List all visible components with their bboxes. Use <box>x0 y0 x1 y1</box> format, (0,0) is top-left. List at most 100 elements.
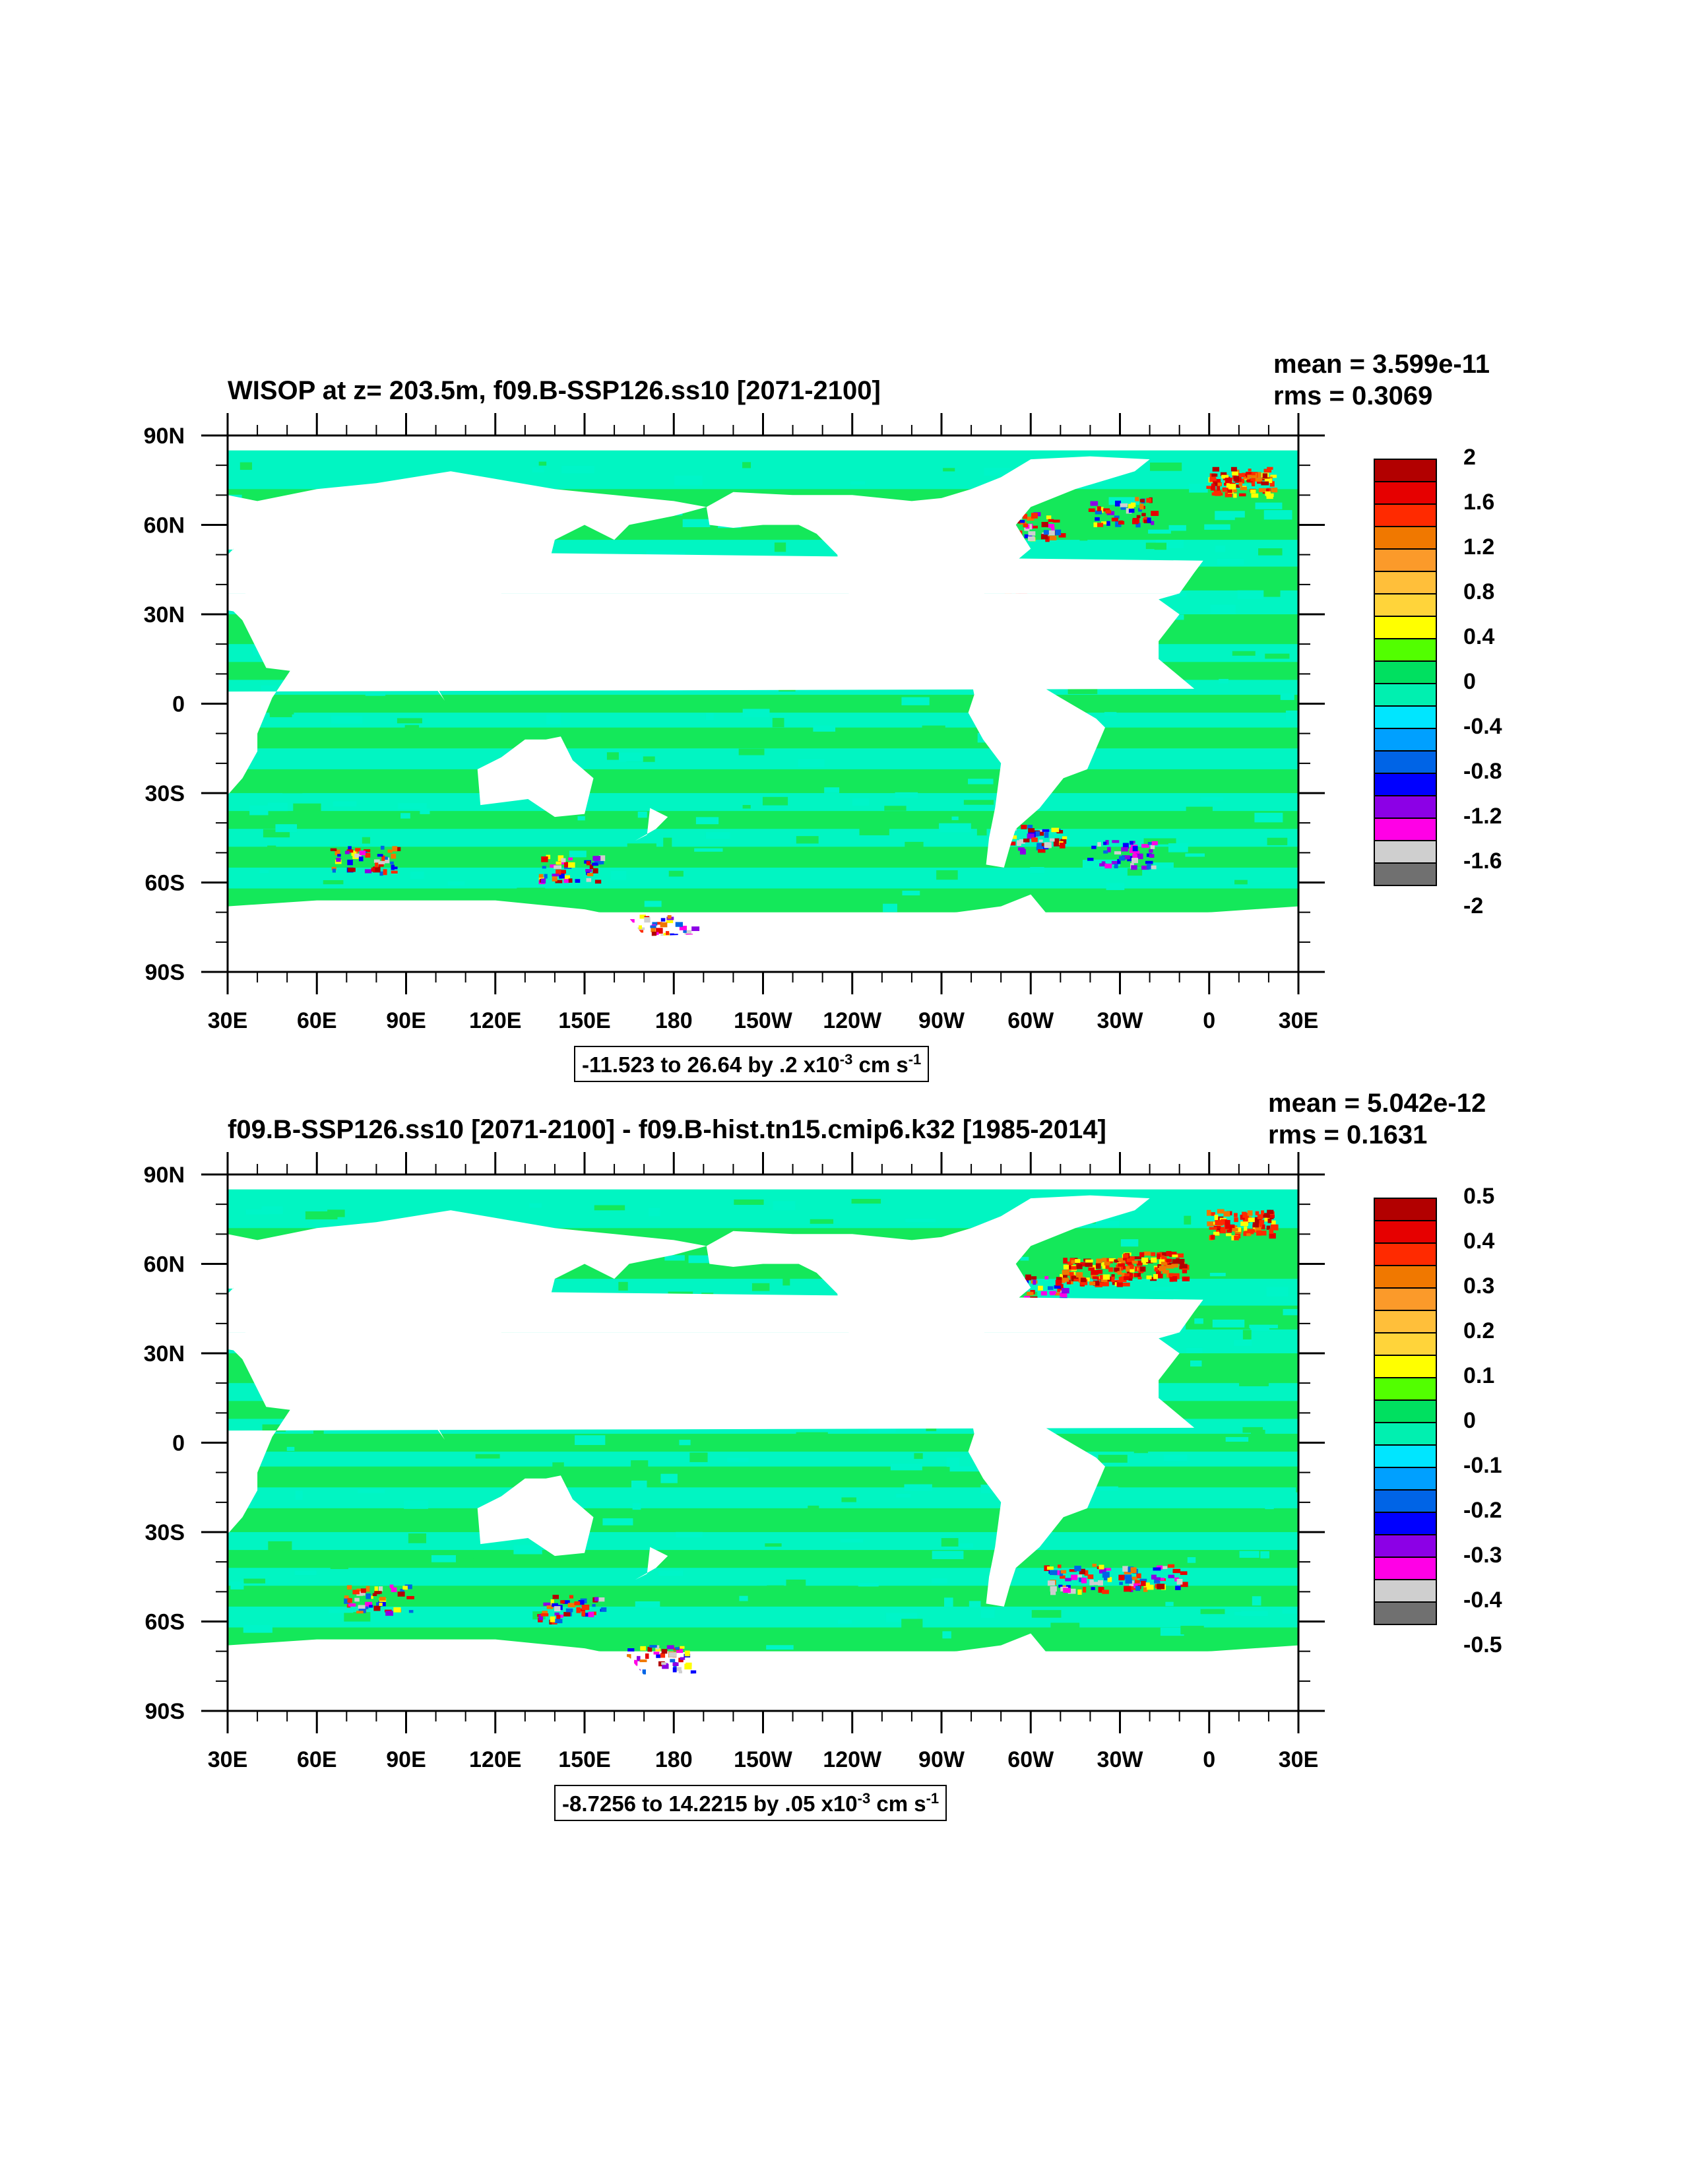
extreme-speckle <box>1262 473 1268 479</box>
extreme-speckle <box>542 1611 548 1615</box>
colorbar-label: 0.1 <box>1463 1363 1495 1388</box>
ocean-patch <box>1068 686 1098 694</box>
extreme-speckle <box>1130 1589 1133 1592</box>
extreme-speckle <box>627 1648 635 1652</box>
extreme-speckle <box>1141 1259 1146 1263</box>
ocean-patch <box>951 816 959 820</box>
extreme-speckle <box>358 856 364 862</box>
extreme-speckle <box>1023 513 1028 519</box>
extreme-speckle <box>1089 1281 1096 1285</box>
ocean-patch <box>261 685 277 691</box>
ocean-patch <box>236 1640 244 1647</box>
extreme-speckle <box>637 1655 641 1661</box>
extreme-speckle <box>563 879 569 883</box>
extreme-speckle <box>347 1597 352 1603</box>
extreme-speckle <box>1028 828 1035 833</box>
ocean-patch <box>932 1551 964 1559</box>
extreme-speckle <box>1176 1253 1184 1258</box>
extreme-speckle <box>1248 1217 1256 1223</box>
extreme-speckle <box>1155 1269 1161 1275</box>
ocean-patch <box>850 481 866 485</box>
extreme-speckle <box>1238 493 1246 497</box>
colorbar-swatch <box>1374 616 1437 639</box>
colorbar-swatch <box>1374 1444 1437 1468</box>
extreme-speckle <box>369 1605 373 1608</box>
extreme-speckle <box>1062 1275 1068 1279</box>
extreme-speckle <box>666 920 674 924</box>
extreme-speckle <box>355 848 361 852</box>
extreme-speckle <box>1251 493 1259 498</box>
extreme-speckle <box>684 930 691 935</box>
extreme-speckle <box>1269 1209 1274 1214</box>
extreme-speckle <box>379 1597 386 1601</box>
y-tick-label: 30N <box>144 602 185 627</box>
colorbar-label: 0 <box>1463 669 1476 694</box>
extreme-speckle <box>667 915 672 919</box>
ocean-patch <box>786 1579 806 1588</box>
extreme-speckle <box>1209 478 1217 482</box>
ocean-patch <box>936 870 958 880</box>
extreme-speckle <box>1146 1260 1153 1264</box>
extreme-speckle <box>359 851 366 856</box>
extreme-speckle <box>1114 500 1122 507</box>
ocean-patch <box>841 1497 856 1502</box>
extreme-speckle <box>344 851 350 854</box>
colorbar-swatch <box>1374 1377 1437 1401</box>
ocean-patch <box>631 1480 647 1490</box>
extreme-speckle <box>1092 1563 1097 1567</box>
x-tick-label: 150W <box>734 1008 793 1033</box>
extreme-speckle <box>1103 1577 1108 1581</box>
extreme-speckle <box>1179 1264 1188 1269</box>
extreme-speckle <box>1206 1209 1211 1216</box>
extreme-speckle <box>645 1653 649 1659</box>
extreme-speckle <box>1085 1259 1093 1263</box>
extreme-speckle <box>684 1663 692 1670</box>
ocean-patch <box>742 462 751 468</box>
extreme-speckle <box>555 880 563 883</box>
extreme-speckle <box>1250 478 1256 482</box>
extreme-speckle <box>1264 478 1273 484</box>
ocean-patch <box>1239 1378 1269 1386</box>
ocean-patch <box>1199 624 1225 633</box>
extreme-speckle <box>1060 1570 1067 1574</box>
colorbar <box>1374 459 1437 886</box>
extreme-speckle <box>1065 1578 1071 1582</box>
extreme-speckle <box>1052 519 1060 523</box>
extreme-speckle <box>1180 1582 1188 1588</box>
extreme-speckle <box>1125 1578 1132 1584</box>
ocean-patch <box>901 1619 923 1628</box>
extreme-speckle <box>1009 841 1016 846</box>
extreme-speckle <box>1099 1275 1104 1279</box>
colorbar-label: 0.5 <box>1463 1184 1495 1209</box>
ocean-patch <box>1242 1330 1252 1339</box>
extreme-speckle <box>1071 1275 1079 1281</box>
colorbar-swatch <box>1374 548 1437 572</box>
extreme-speckle <box>1243 476 1250 480</box>
ocean-patch <box>1104 712 1117 716</box>
extreme-speckle <box>1266 1225 1271 1230</box>
extreme-speckle <box>655 1648 661 1652</box>
ocean-patch <box>870 1627 889 1632</box>
extreme-speckle <box>1120 1260 1126 1266</box>
ocean-patch <box>1127 868 1143 876</box>
extreme-speckle <box>1266 494 1273 499</box>
ocean-patch <box>358 1489 385 1493</box>
extreme-speckle <box>1114 1268 1120 1272</box>
extreme-speckle <box>354 1597 360 1602</box>
extreme-speckle <box>1077 1574 1083 1578</box>
extreme-speckle <box>1172 1259 1180 1264</box>
extreme-speckle <box>346 1585 352 1590</box>
extreme-speckle <box>1232 1228 1238 1232</box>
ocean-patch <box>331 716 363 724</box>
ocean-patch <box>932 1578 947 1584</box>
extreme-speckle <box>1141 513 1146 517</box>
extreme-speckle <box>1130 502 1136 507</box>
extreme-speckle <box>1048 530 1055 536</box>
extreme-speckle <box>1139 503 1144 510</box>
ocean-patch <box>606 752 619 760</box>
ocean-patch <box>1012 1291 1038 1299</box>
colorbar-swatch <box>1374 862 1437 886</box>
extreme-speckle <box>1048 524 1055 529</box>
ocean-patch <box>286 1446 295 1452</box>
land-africa <box>228 1332 1195 1534</box>
